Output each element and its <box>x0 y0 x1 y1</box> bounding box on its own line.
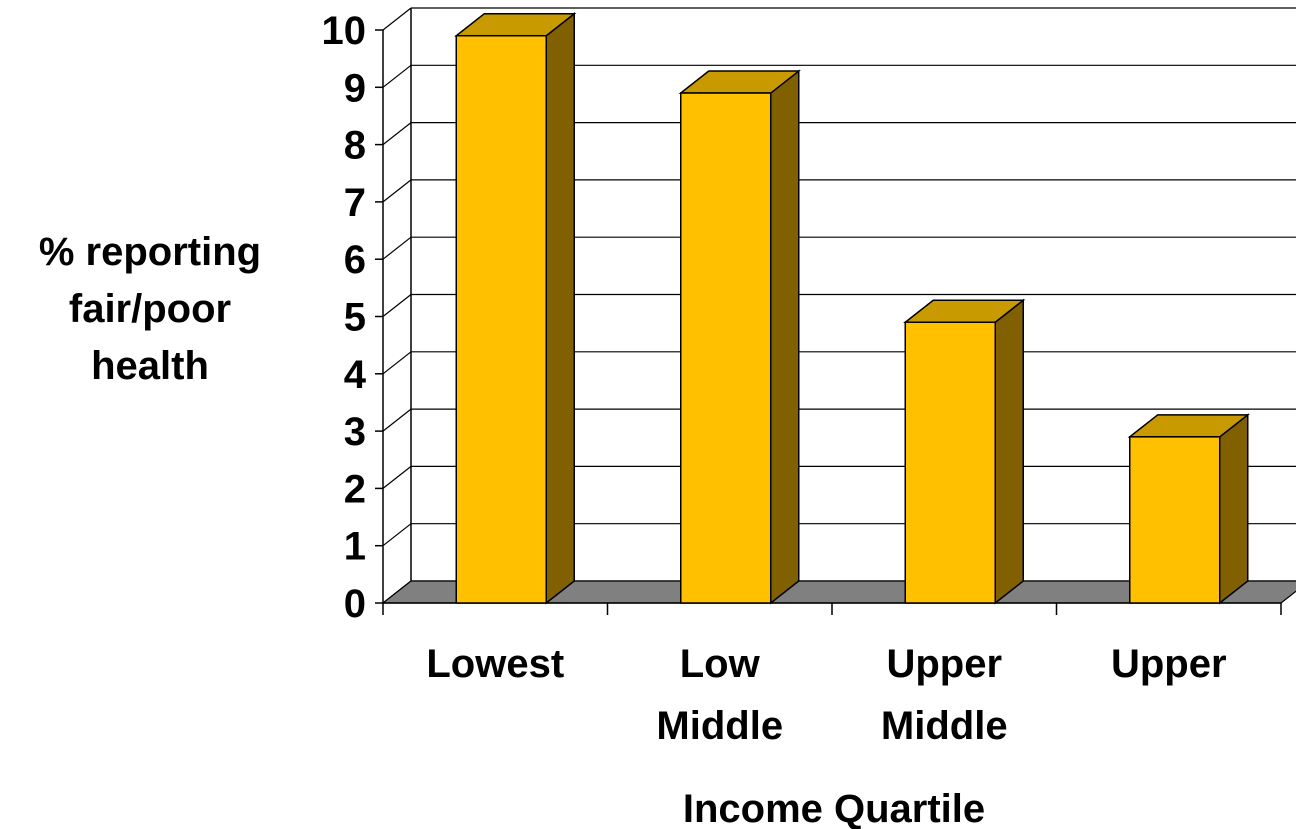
gridline-side <box>382 7 412 31</box>
y-tick-label: 5 <box>344 296 366 340</box>
x-tick-label: Lowest <box>426 642 564 686</box>
x-tick-label: Upper <box>1111 642 1227 686</box>
x-axis-label: Income Quartile <box>683 787 985 829</box>
bar <box>678 69 801 605</box>
y-tick-label: 8 <box>344 124 366 168</box>
y-axis-label: % reporting fair/poor health <box>39 230 261 388</box>
bar-side <box>770 69 800 605</box>
bar-side <box>1219 413 1249 605</box>
gridline-side <box>382 236 412 260</box>
x-tick-label: Low Middle <box>656 642 783 748</box>
gridline-side <box>382 179 412 203</box>
gridline-side <box>382 64 412 88</box>
gridline-side <box>382 351 412 375</box>
y-tick-label: 10 <box>322 9 367 53</box>
bar-front <box>455 34 547 604</box>
bar-side <box>545 12 575 605</box>
y-tick-label: 7 <box>344 181 366 225</box>
bar <box>903 298 1026 605</box>
y-tick-label: 0 <box>344 582 366 626</box>
gridline-side <box>382 122 412 146</box>
gridline-side <box>382 408 412 432</box>
bar <box>454 12 577 605</box>
bar-side <box>994 298 1024 605</box>
y-tick-label: 2 <box>344 467 366 511</box>
gridline-side <box>382 465 412 489</box>
gridline-side <box>382 523 412 547</box>
gridline-side <box>382 294 412 317</box>
bar-front <box>1129 436 1221 604</box>
bar-front <box>680 92 772 604</box>
bar-front <box>904 321 996 604</box>
y-tick-label: 1 <box>344 525 366 569</box>
x-tick-label: Upper Middle <box>881 642 1008 748</box>
y-tick-label: 9 <box>344 66 366 110</box>
y-tick-labels: 0 1 2 3 4 5 6 7 8 9 10 <box>322 9 367 626</box>
y-tick-label: 3 <box>344 410 366 454</box>
y-tick-label: 6 <box>344 238 366 282</box>
bar <box>1127 413 1250 605</box>
y-tick-label: 4 <box>344 353 367 397</box>
bars <box>454 12 1250 605</box>
x-tick-labels: Lowest Low Middle Upper Middle Upper <box>426 642 1226 748</box>
